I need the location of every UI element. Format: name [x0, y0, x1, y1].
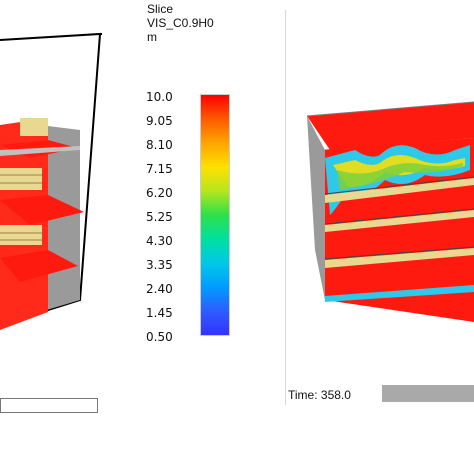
colorbar-tick-label: 9.05	[146, 114, 173, 128]
floor-slab	[0, 250, 78, 282]
time-label: Time: 358.0	[288, 388, 351, 402]
shelf	[0, 168, 42, 190]
left-3d-viewport[interactable]	[0, 0, 145, 420]
side-wall	[307, 116, 325, 300]
floor-edge	[325, 285, 474, 302]
shelf	[20, 118, 48, 136]
right-scene	[306, 101, 474, 322]
top-wall	[307, 102, 474, 150]
shelf	[0, 225, 42, 245]
left-scene	[0, 32, 102, 330]
low-visibility-region	[325, 145, 470, 215]
colorbar-tick-label: 10.0	[146, 90, 173, 104]
colorbar-tick-label: 7.15	[146, 162, 173, 176]
left-progress-bar[interactable]	[0, 398, 98, 413]
time-progress-bar[interactable]	[382, 385, 474, 402]
floor-slab	[0, 195, 84, 225]
colorbar-tick-label: 4.30	[146, 234, 173, 248]
colorbar-tick-label: 1.45	[146, 306, 173, 320]
colorbar-tick-label: 6.20	[146, 186, 173, 200]
shelf	[325, 248, 474, 268]
colorbar-tick-label: 2.40	[146, 282, 173, 296]
floor-edge	[0, 146, 80, 156]
colorbar-tick-label: 8.10	[146, 138, 173, 152]
colorbar-tick-label: 3.35	[146, 258, 173, 272]
colorbar-gradient	[200, 94, 230, 336]
viewport-separator	[285, 10, 286, 405]
right-3d-viewport[interactable]	[285, 0, 474, 410]
colorbar-tick-label: 0.50	[146, 330, 173, 344]
colorbar-title: Slice VIS_C0.9H0 m	[147, 2, 214, 44]
shelf	[325, 178, 474, 203]
shelf	[325, 210, 474, 232]
colorbar-tick-label: 5.25	[146, 210, 173, 224]
transition-region	[337, 163, 463, 190]
